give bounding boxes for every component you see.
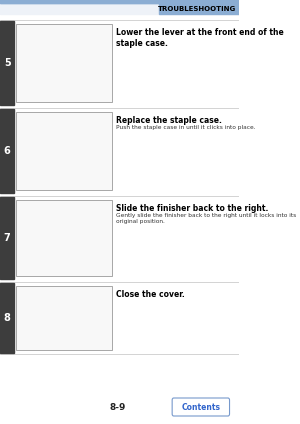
Text: Push the staple case in until it clicks into place.: Push the staple case in until it clicks … xyxy=(116,125,256,130)
Text: TROUBLESHOOTING: TROUBLESHOOTING xyxy=(158,6,236,12)
Text: 8-9: 8-9 xyxy=(110,404,126,413)
Text: Gently slide the finisher back to the right until it locks into its
original pos: Gently slide the finisher back to the ri… xyxy=(116,213,297,224)
Text: Replace the staple case.: Replace the staple case. xyxy=(116,116,222,125)
Text: 7: 7 xyxy=(4,233,11,243)
Text: Close the cover.: Close the cover. xyxy=(116,290,185,299)
Bar xyxy=(16,200,112,276)
Bar xyxy=(0,0,239,14)
Bar xyxy=(0,197,14,279)
Text: 5: 5 xyxy=(4,58,11,68)
Bar xyxy=(16,24,112,102)
Text: Lower the lever at the front end of the
staple case.: Lower the lever at the front end of the … xyxy=(116,28,284,48)
Text: 8: 8 xyxy=(4,313,11,323)
Bar xyxy=(159,3,239,14)
Bar xyxy=(0,21,14,105)
Bar xyxy=(16,112,112,190)
Text: Slide the finisher back to the right.: Slide the finisher back to the right. xyxy=(116,204,269,213)
FancyBboxPatch shape xyxy=(172,398,230,416)
Bar xyxy=(0,0,239,3)
Bar xyxy=(0,109,14,193)
Bar xyxy=(0,283,14,353)
Text: Contents: Contents xyxy=(181,402,220,412)
Bar xyxy=(0,0,239,3)
Bar xyxy=(16,286,112,350)
Text: 6: 6 xyxy=(4,146,11,156)
